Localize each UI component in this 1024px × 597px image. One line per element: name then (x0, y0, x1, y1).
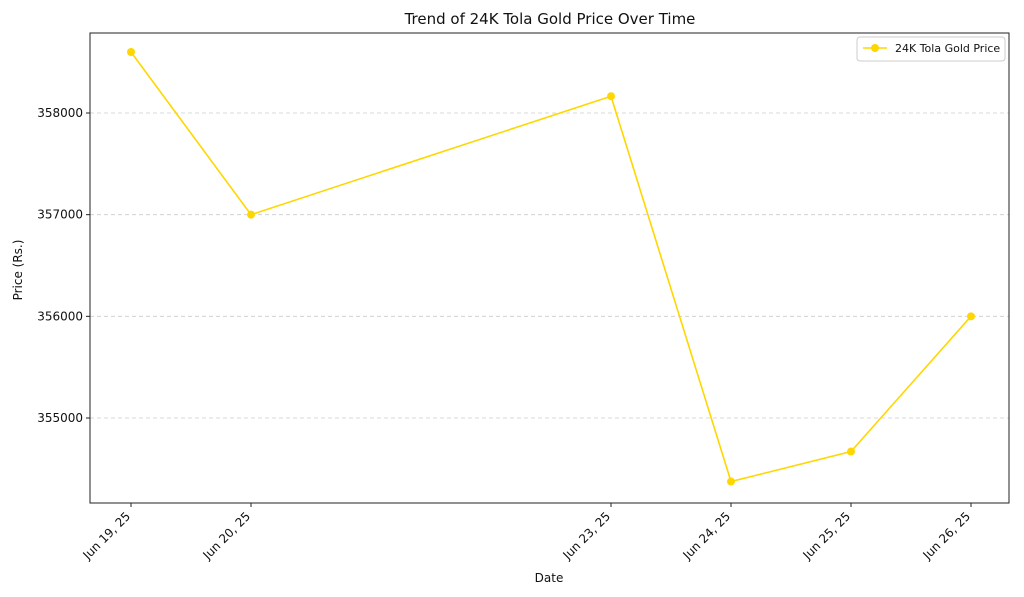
legend-label: 24K Tola Gold Price (895, 42, 1000, 55)
y-tick-label: 357000 (37, 208, 83, 222)
x-tick-label: Jun 26, 25 (920, 509, 974, 563)
data-point (127, 48, 135, 56)
x-axis-label: Date (535, 571, 564, 585)
data-point (967, 312, 975, 321)
legend-box (856, 36, 1006, 62)
grid-lines (90, 112, 1009, 419)
y-tick-label: 356000 (37, 309, 83, 323)
legend: 24K Tola Gold Price (856, 36, 1006, 62)
x-tick-label: Jun 24, 25 (680, 509, 734, 563)
x-axis-ticks: Jun 19, 25 Jun 20, 25 Jun 23, 25 Jun 24, 25… (80, 503, 974, 563)
y-tick-label: 355000 (37, 411, 83, 425)
x-tick-label: Jun 19, 25 (80, 509, 134, 563)
x-tick-label: Jun 20, 25 (200, 509, 254, 563)
y-tick-label: 358000 (37, 106, 83, 120)
legend-marker-icon (871, 44, 879, 52)
data-point (247, 210, 255, 219)
x-tick-label: Jun 23, 25 (560, 509, 614, 563)
y-axis-label: Price (Rs.) (11, 240, 25, 301)
data-point (607, 92, 615, 101)
series-layer (127, 48, 975, 486)
plot-frame (89, 32, 1010, 504)
chart-title: Trend of 24K Tola Gold Price Over Time (404, 10, 696, 28)
series-line (130, 51, 972, 483)
x-tick-label: Jun 25, 25 (800, 509, 854, 563)
y-axis-ticks: 355000 356000 357000 358000 (37, 106, 90, 425)
data-point (727, 477, 735, 486)
data-point (847, 447, 855, 456)
